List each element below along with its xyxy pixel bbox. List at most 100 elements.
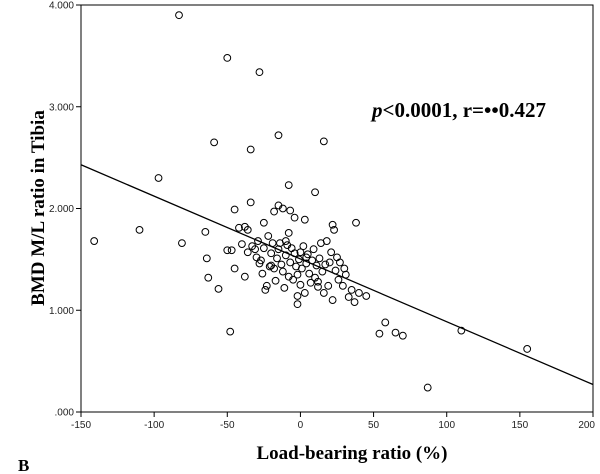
data-points [90, 11, 532, 392]
data-point [240, 222, 249, 231]
y-tick-label: .000 [55, 408, 75, 419]
data-point [327, 248, 336, 257]
x-tick-label: -50 [220, 420, 235, 431]
data-point [355, 289, 363, 297]
data-point [274, 131, 283, 140]
data-point [258, 269, 267, 278]
x-tick-label: 150 [512, 420, 529, 431]
data-point [296, 280, 305, 289]
data-point [324, 281, 333, 290]
data-point [201, 228, 210, 236]
annotation-text: p<0.0001, r=••0.427 [370, 98, 546, 122]
data-point [175, 11, 183, 20]
x-tick-label: 100 [438, 420, 455, 431]
data-point [457, 326, 466, 335]
data-point [330, 225, 338, 234]
data-point [318, 267, 327, 276]
data-point [278, 204, 287, 213]
x-tick-label: -150 [71, 420, 91, 431]
data-point [296, 248, 305, 257]
x-tick-label: 0 [298, 420, 304, 431]
data-point [246, 198, 255, 207]
data-point [240, 272, 249, 281]
y-tick-label: 2.000 [49, 204, 74, 215]
data-point [331, 266, 340, 275]
x-tick-label: 200 [578, 420, 595, 431]
y-tick-label: 4.000 [49, 1, 74, 12]
data-point [297, 264, 306, 273]
data-point [278, 267, 287, 276]
data-point [257, 256, 265, 265]
data-point [284, 229, 293, 237]
data-point [311, 188, 319, 197]
data-point [230, 205, 239, 214]
data-point [230, 264, 239, 273]
data-point [178, 239, 186, 247]
data-point [309, 245, 318, 254]
data-point [333, 253, 341, 262]
data-point [259, 218, 268, 227]
data-point [281, 251, 290, 260]
y-tick-label: 1.000 [49, 306, 74, 317]
data-point [251, 245, 259, 254]
x-tick-label: -100 [144, 420, 164, 431]
data-point [223, 246, 232, 255]
data-point [328, 296, 337, 304]
panel-label: B [18, 456, 29, 474]
data-point [336, 258, 344, 267]
data-point [305, 269, 314, 278]
data-point [214, 284, 223, 293]
data-point [235, 223, 243, 232]
data-point [202, 254, 211, 263]
data-point [308, 256, 317, 265]
data-point [391, 328, 400, 337]
data-point [289, 275, 298, 284]
data-point [135, 225, 144, 234]
data-point [299, 242, 308, 251]
data-point [243, 248, 252, 257]
data-point [277, 260, 286, 269]
data-point [347, 286, 356, 294]
x-axis-label: Load-bearing ratio (%) [256, 443, 447, 464]
data-point [259, 244, 268, 253]
data-point [293, 270, 302, 279]
data-point [375, 329, 384, 338]
data-point [286, 206, 295, 215]
data-point [262, 281, 271, 290]
data-point [238, 240, 246, 249]
data-point [315, 254, 324, 263]
data-point [290, 249, 299, 258]
data-point [328, 220, 337, 229]
data-point [344, 293, 353, 301]
data-point [210, 138, 219, 147]
data-point [284, 181, 293, 189]
data-point [398, 331, 407, 340]
data-point [271, 276, 280, 285]
data-point [314, 277, 322, 286]
data-point [267, 249, 276, 258]
data-point [319, 137, 328, 146]
data-point [286, 258, 295, 267]
y-axis-ticks: .000 1.000 2.000 3.000 4.000 [49, 1, 81, 419]
data-point [325, 258, 334, 267]
data-point [312, 261, 321, 270]
data-point [300, 289, 309, 297]
data-point [281, 237, 290, 245]
data-point [261, 286, 270, 294]
data-point [264, 232, 273, 240]
data-point [523, 345, 532, 353]
data-point [293, 300, 302, 309]
data-point [265, 262, 274, 271]
y-axis-label: BMD M/L ratio in Tibia [28, 110, 49, 306]
data-point [90, 237, 99, 245]
data-point [270, 207, 278, 216]
data-point [290, 213, 299, 222]
data-point [267, 261, 276, 270]
data-point [362, 292, 371, 300]
data-point [302, 259, 311, 268]
data-point [300, 215, 309, 224]
data-point [273, 254, 281, 263]
data-point [314, 282, 322, 291]
data-point [223, 54, 232, 62]
data-point [338, 281, 347, 290]
